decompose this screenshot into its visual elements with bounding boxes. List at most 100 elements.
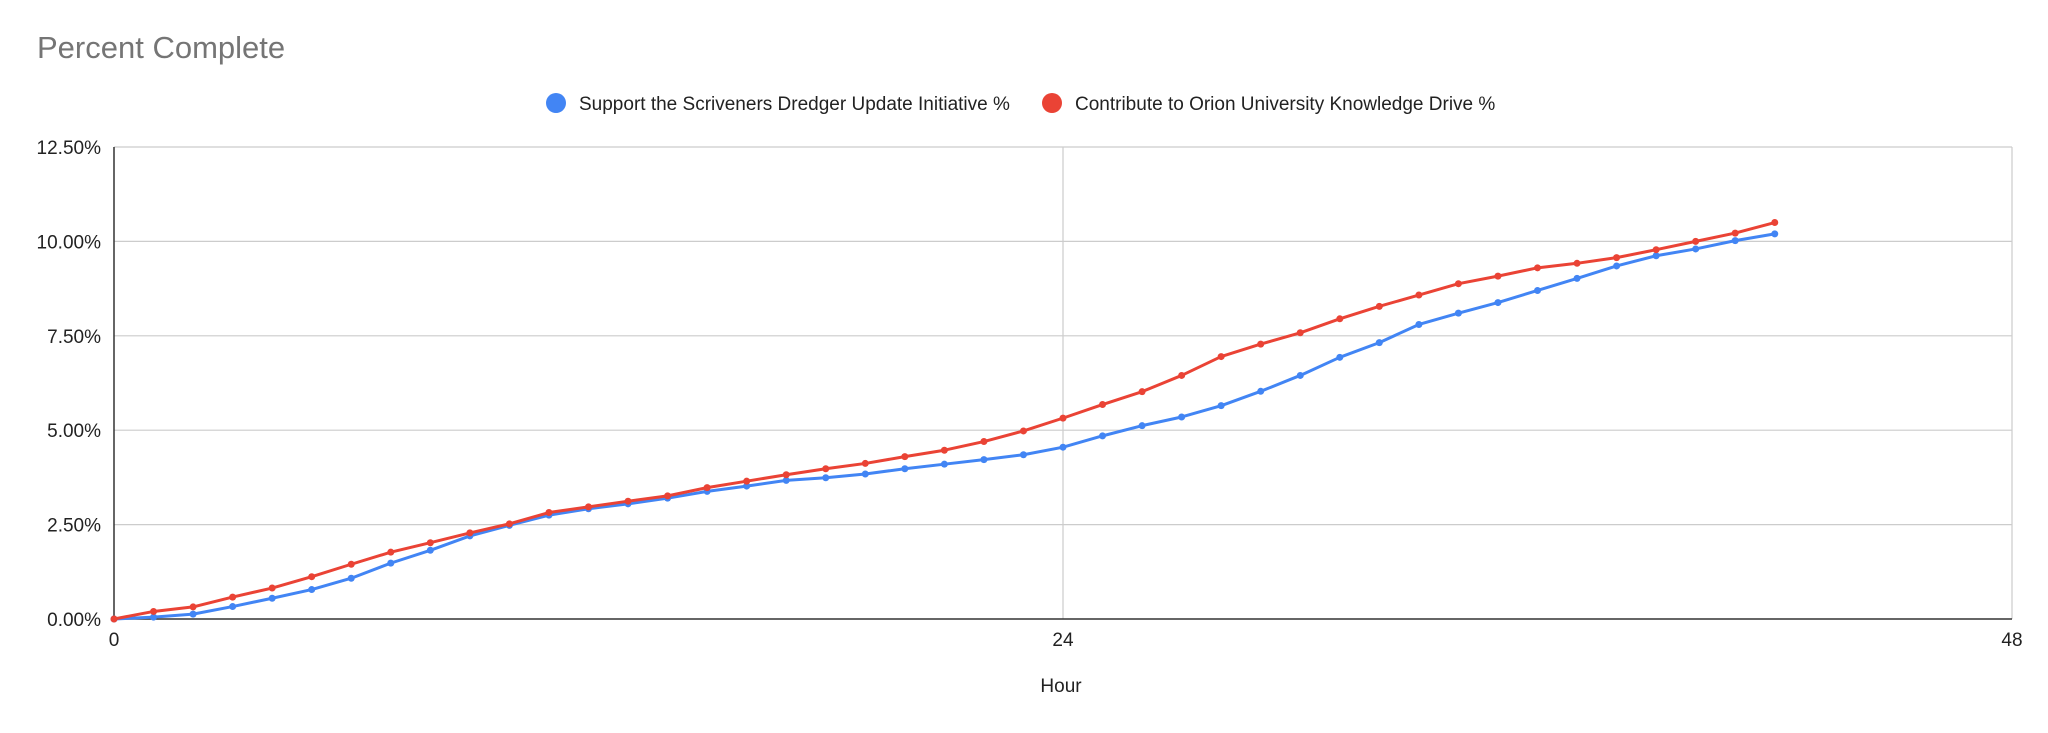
data-point [624,497,632,505]
data-point [308,586,316,594]
legend-marker [546,93,566,113]
data-point [861,470,869,478]
series-line [112,221,1777,621]
data-point [1257,387,1265,395]
data-point [1257,340,1265,348]
data-point [1534,286,1541,294]
y-tick-label: 0.00% [47,610,101,631]
legend-label: Contribute to Orion University Knowledge… [1075,94,1495,115]
data-point [347,560,355,568]
data-point [1613,254,1621,262]
data-point [1059,414,1067,422]
gridlines [114,146,2013,619]
legend: Support the Scriveners Dredger Update In… [546,93,1495,115]
data-point [1573,259,1581,267]
data-point [1534,264,1541,272]
data-point [229,593,237,601]
data-point [1731,237,1739,245]
data-point [1296,329,1304,337]
data-point [901,465,909,473]
data-point [1375,339,1383,347]
data-point [1494,272,1502,280]
data-point [1573,274,1581,282]
data-point [545,509,553,517]
data-point [782,471,790,479]
series-2 [110,219,1779,623]
axes: 0.00% 2.50% 5.00% 7.50% 10.00% 12.50% 0 24 48 [37,138,2023,651]
data-point [268,594,276,602]
data-point [1771,219,1779,227]
data-point [426,546,434,554]
data-point [1692,245,1700,253]
data-point [1138,388,1146,396]
data-point [1375,302,1383,310]
data-point [585,503,592,511]
data-point [229,603,237,611]
data-point [189,603,197,611]
data-point [1217,353,1225,361]
data-point [1138,422,1146,430]
data-point [743,477,751,485]
data-point [980,438,988,446]
data-point [347,574,355,582]
data-point [1771,230,1779,238]
data-point [1296,371,1304,379]
data-point [1731,229,1739,237]
data-point [743,482,751,490]
data-point [1415,320,1423,328]
data-point [308,573,316,581]
data-point [940,460,948,468]
data-point [1019,427,1027,435]
data-point [664,492,672,500]
data-point [387,548,395,556]
data-point [505,520,513,528]
y-tick-label: 5.00% [47,421,101,442]
y-tick-label: 7.50% [47,327,101,348]
data-point [150,613,158,621]
data-point [1494,299,1502,307]
x-tick-label: 24 [1052,630,1074,651]
chart-title: Percent Complete [37,30,286,65]
data-point [1415,291,1423,299]
data-point [703,484,711,492]
data-point [1178,371,1186,379]
data-point [1613,262,1621,270]
x-tick-label: 0 [109,630,120,651]
y-tick-label: 10.00% [37,232,102,253]
series-1 [110,230,1779,623]
data-point [980,456,988,464]
data-point [466,529,474,537]
y-tick-label: 2.50% [47,516,101,537]
x-tick-label: 48 [2001,630,2022,651]
data-point [1454,309,1462,317]
data-point [861,459,869,467]
y-tick-label: 12.50% [37,138,102,159]
series [110,219,1779,623]
data-point [268,584,276,592]
data-point [1178,413,1186,421]
data-point [1099,432,1107,440]
data-point [1336,315,1344,323]
data-point [150,607,158,615]
legend-label: Support the Scriveners Dredger Update In… [579,94,1010,115]
data-point [822,465,830,473]
x-axis-title: Hour [1040,676,1082,697]
data-point [426,539,434,547]
data-point [1059,443,1067,451]
data-point [1692,237,1700,245]
data-point [1099,401,1107,409]
data-point [387,559,395,567]
data-point [110,615,118,623]
data-point [1652,252,1660,260]
data-point [822,474,830,482]
data-point [1454,280,1462,288]
data-point [1652,246,1660,254]
data-point [1217,402,1225,410]
data-point [901,453,909,461]
data-point [189,610,197,618]
data-point [940,446,948,454]
legend-marker [1042,93,1062,113]
data-point [1336,353,1344,361]
data-point [782,476,790,484]
